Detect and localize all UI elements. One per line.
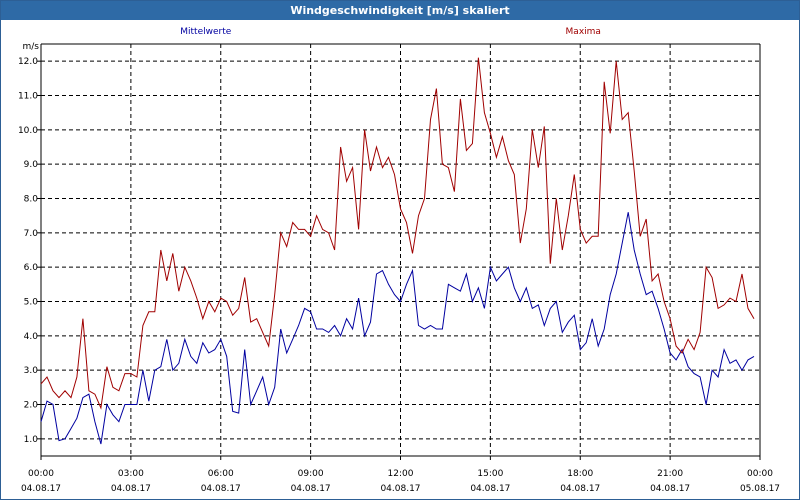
x-tick-time: 18:00 xyxy=(567,469,593,479)
y-tick-label: 8.0 xyxy=(24,195,39,205)
series-line-maxima xyxy=(40,57,755,410)
y-tick-label: 2.0 xyxy=(24,401,39,411)
x-tick-date: 04.08.17 xyxy=(560,484,600,494)
x-tick-date: 04.08.17 xyxy=(380,484,420,494)
x-tick-date: 04.08.17 xyxy=(470,484,510,494)
x-tick-time: 15:00 xyxy=(477,469,503,479)
x-tick-date: 04.08.17 xyxy=(650,484,690,494)
y-tick-label: 12.0 xyxy=(18,57,38,67)
grid xyxy=(41,44,760,456)
x-tick-time: 09:00 xyxy=(298,469,324,479)
x-tick-date: 04.08.17 xyxy=(111,484,151,494)
x-tick-time: 00:00 xyxy=(28,469,54,479)
x-tick-time: 00:00 xyxy=(747,469,773,479)
legend-maxima: Maxima xyxy=(566,27,601,37)
series-lines xyxy=(40,57,755,445)
y-tick-label: 9.0 xyxy=(24,160,39,170)
labels: 1.0 2.0 3.0 4.0 5.0 6.0 7.0 8.0 9.0 10.0 11.0 12.0 0… xyxy=(18,27,780,494)
x-tick-time: 21:00 xyxy=(657,469,683,479)
y-tick-label: 6.0 xyxy=(24,263,39,273)
axes xyxy=(37,43,761,460)
series-line-mittelwerte xyxy=(40,212,755,445)
y-tick-label: 4.0 xyxy=(24,332,39,342)
y-tick-label: 7.0 xyxy=(24,229,39,239)
x-tick-date: 05.08.17 xyxy=(740,484,780,494)
y-tick-label: 10.0 xyxy=(18,126,38,136)
x-tick-date: 04.08.17 xyxy=(21,484,61,494)
chart-area: 1.0 2.0 3.0 4.0 5.0 6.0 7.0 8.0 9.0 10.0 11.0 12.0 0… xyxy=(18,27,780,494)
y-unit-label: m/s xyxy=(23,42,40,52)
y-tick-label: 5.0 xyxy=(24,298,39,308)
x-tick-time: 12:00 xyxy=(388,469,414,479)
x-tick-time: 06:00 xyxy=(208,469,234,479)
legend-mittelwerte: Mittelwerte xyxy=(180,27,231,37)
x-tick-time: 03:00 xyxy=(118,469,144,479)
y-tick-label: 1.0 xyxy=(24,435,39,445)
y-tick-label: 11.0 xyxy=(18,92,38,102)
y-tick-label: 3.0 xyxy=(24,366,39,376)
window-title: Windgeschwindigkeit [m/s] skaliert xyxy=(1,1,799,20)
x-tick-date: 04.08.17 xyxy=(291,484,331,494)
x-tick-date: 04.08.17 xyxy=(201,484,241,494)
